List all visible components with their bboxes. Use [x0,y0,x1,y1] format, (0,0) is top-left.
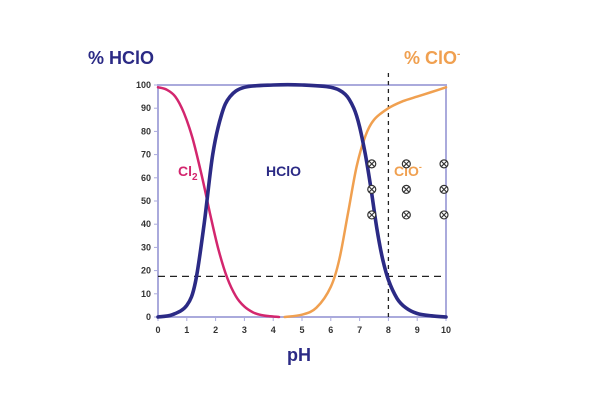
crossed-circle-marker [439,210,449,220]
plot-frame [157,84,447,318]
y-axis-title-clo-sup: - [457,49,460,60]
y-tick-label: 80 [141,126,151,136]
x-tick-label: 2 [213,325,218,335]
marker-cross [440,160,448,168]
x-tick-label: 4 [271,325,276,335]
crossed-circle-marker [401,210,411,220]
x-tick-label: 7 [357,325,362,335]
series-line-hclo [156,82,448,319]
marker-cross [403,186,410,193]
marker-cross [403,160,410,168]
series-label-superscript: - [419,162,422,172]
x-axis-title: pH [287,345,311,365]
crossed-circle-marker [439,184,449,194]
y-tick-label: 0 [146,312,151,322]
series-label-cl2: Cl2 [178,163,198,183]
y-tick-label: 90 [141,103,151,113]
marker-cross [440,186,448,193]
series-label-text: HClO [266,163,301,179]
x-tick-label: 3 [242,325,247,335]
series-label-hclo: HClO [266,163,301,179]
crossed-circle-marker [401,159,411,169]
y-tick-label: 70 [141,150,151,160]
x-tick-label: 8 [386,325,391,335]
y-tick-label: 60 [141,173,151,183]
crossed-circle-marker [367,159,377,169]
crossed-circle-marker [401,184,411,194]
x-tick-label: 5 [299,325,304,335]
marker-cross [368,211,375,219]
crossed-circle-marker [367,210,377,220]
marker-cross [403,211,410,219]
x-tick-label: 10 [441,325,451,335]
x-tick-label: 6 [328,325,333,335]
series-line-clo [283,86,448,319]
series-layer [156,82,448,319]
y-tick-label: 20 [141,266,151,276]
marker-cross [368,160,375,168]
series-label-clo: ClO- [394,162,422,179]
y-axis-title-clo: % ClO- [404,48,460,68]
series-label-subscript: 2 [192,172,198,183]
marker-cross [368,186,375,193]
x-tick-label: 1 [184,325,189,335]
y-tick-label: 50 [141,196,151,206]
label-layer: Cl2 HClO ClO- [178,159,449,220]
y-tick-label: 10 [141,289,151,299]
series-label-text: Cl [178,163,192,179]
y-tick-label: 100 [136,80,151,90]
crossed-circle-marker [367,184,377,194]
y-axis-title-hclo: % HClO [88,48,154,68]
marker-cross [440,211,448,219]
y-tick-label: 30 [141,242,151,252]
series-label-text: ClO [394,163,419,179]
y-tick-label: 40 [141,219,151,229]
y-axis-title-clo-text: % ClO [404,48,457,68]
series-line-cl2 [156,86,281,319]
crossed-circle-marker [439,159,449,169]
x-tick-label: 9 [415,325,420,335]
x-tick-label: 0 [155,325,160,335]
